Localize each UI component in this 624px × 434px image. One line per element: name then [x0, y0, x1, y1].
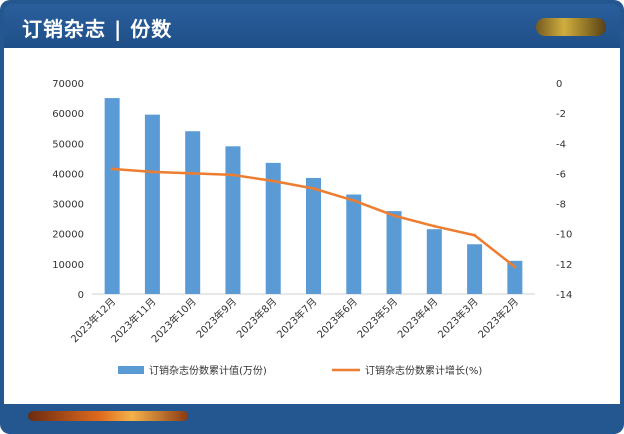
y-left-tick-label: 40000 [52, 169, 84, 180]
x-tick-label: 2023年3月 [435, 295, 481, 341]
y-left-tick-label: 30000 [52, 200, 84, 211]
growth-point [352, 199, 356, 203]
y-right-tick-label: -14 [556, 290, 572, 301]
growth-point [271, 179, 275, 183]
x-tick-label: 2023年4月 [395, 295, 441, 341]
y-left-tick-label: 50000 [52, 139, 84, 150]
bar [185, 131, 201, 294]
growth-point [231, 173, 235, 177]
x-tick-label: 2023年8月 [234, 295, 280, 341]
bar [386, 211, 402, 294]
y-right-tick-label: 0 [556, 79, 562, 90]
x-tick-label: 2023年6月 [314, 295, 360, 341]
x-tick-label: 2023年7月 [274, 295, 320, 341]
y-right-tick-label: -2 [556, 109, 566, 120]
y-left-tick-label: 10000 [52, 260, 84, 271]
bar [225, 146, 241, 294]
chart-panel: 0 10000 20000 30000 40000 50000 60000 70000 0 -2 -… [4, 48, 620, 404]
y-right-tick-label: -8 [556, 200, 566, 211]
bar [346, 194, 362, 294]
footer-decoration [28, 411, 188, 421]
growth-point [392, 214, 396, 218]
page-title: 订销杂志 | 份数 [22, 17, 173, 41]
legend-label-bars: 订销杂志份数累计值(万份) [149, 364, 267, 377]
growth-point [432, 224, 436, 228]
y-left-tick-label: 70000 [52, 79, 84, 90]
y-left-tick-label: 60000 [52, 109, 84, 120]
footer-bar [4, 404, 620, 430]
growth-point [110, 167, 114, 171]
bar [306, 177, 321, 294]
y-right-tick-label: -10 [556, 230, 572, 241]
y-right-tick-label: -6 [556, 169, 566, 180]
bar [104, 98, 120, 294]
header-bar: 订销杂志 | 份数 [4, 4, 620, 48]
growth-point [312, 187, 315, 190]
legend-label-line: 订销杂志份数累计增长(%) [365, 364, 482, 377]
x-tick-label: 2023年2月 [475, 295, 521, 341]
header-decoration [536, 18, 606, 36]
bar [467, 244, 483, 294]
chart-svg: 0 10000 20000 30000 40000 50000 60000 70000 0 -2 -… [52, 79, 572, 377]
bar [507, 260, 523, 294]
legend-swatch-bars [118, 366, 144, 374]
y-left-tick-label: 20000 [52, 230, 84, 241]
x-tick-label: 2023年9月 [193, 295, 239, 341]
growth-point [473, 233, 477, 237]
bar [144, 114, 160, 295]
x-tick-label: 2023年5月 [354, 295, 400, 341]
growth-point [150, 170, 154, 174]
y-right-tick-label: -4 [556, 139, 566, 150]
growth-point [513, 265, 517, 269]
y-right-tick-label: -12 [556, 260, 572, 271]
bar [265, 162, 281, 294]
y-left-tick-label: 0 [78, 290, 84, 301]
bar [426, 229, 442, 294]
growth-point [191, 171, 195, 175]
